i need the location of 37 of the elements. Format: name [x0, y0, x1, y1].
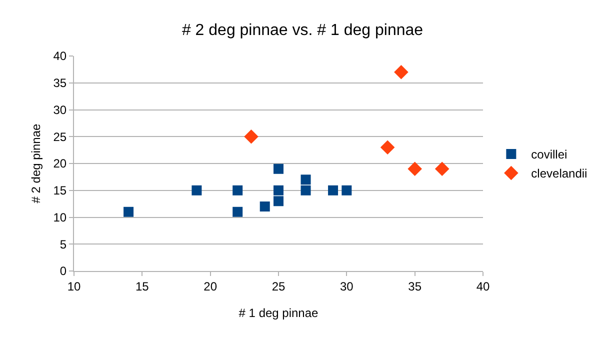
point — [394, 64, 408, 80]
point — [192, 185, 202, 196]
point — [380, 140, 395, 155]
x-tick-label: 20 — [204, 279, 218, 294]
chart-title: # 2 deg pinnae vs. # 1 deg pinnae — [182, 22, 424, 39]
x-tick-label: 15 — [135, 279, 150, 294]
x-tick-label: 30 — [340, 279, 354, 294]
point — [300, 185, 311, 196]
x-tick-label: 35 — [408, 279, 422, 294]
point — [342, 185, 352, 196]
y-tick-label: 10 — [53, 210, 67, 224]
y-tick-label: 20 — [53, 156, 67, 171]
point — [260, 202, 270, 212]
y-tick-label: 0 — [60, 264, 67, 278]
point — [232, 206, 243, 217]
x-tick-label: 40 — [476, 279, 490, 294]
point — [244, 129, 258, 144]
y-tick-label: 5 — [60, 237, 67, 252]
y-tick-label: 25 — [53, 130, 67, 144]
legend-label: clevelandii — [531, 166, 588, 181]
point — [124, 206, 134, 217]
point — [274, 196, 284, 206]
y-tick-label: 30 — [53, 102, 67, 117]
point — [300, 174, 311, 185]
point — [408, 162, 422, 176]
x-axis-title: # 1 deg pinnae — [238, 306, 319, 320]
point — [434, 162, 450, 176]
point — [328, 185, 338, 196]
point — [274, 164, 284, 174]
point — [274, 185, 284, 196]
legend-label: covillei — [531, 148, 568, 162]
y-axis-title: # 2 deg pinnae — [29, 123, 43, 204]
y-tick-label: 35 — [53, 76, 67, 90]
x-tick-label: 25 — [272, 279, 286, 294]
point — [232, 185, 243, 196]
y-tick-label: 15 — [53, 184, 67, 198]
y-tick-label: 40 — [53, 49, 67, 64]
